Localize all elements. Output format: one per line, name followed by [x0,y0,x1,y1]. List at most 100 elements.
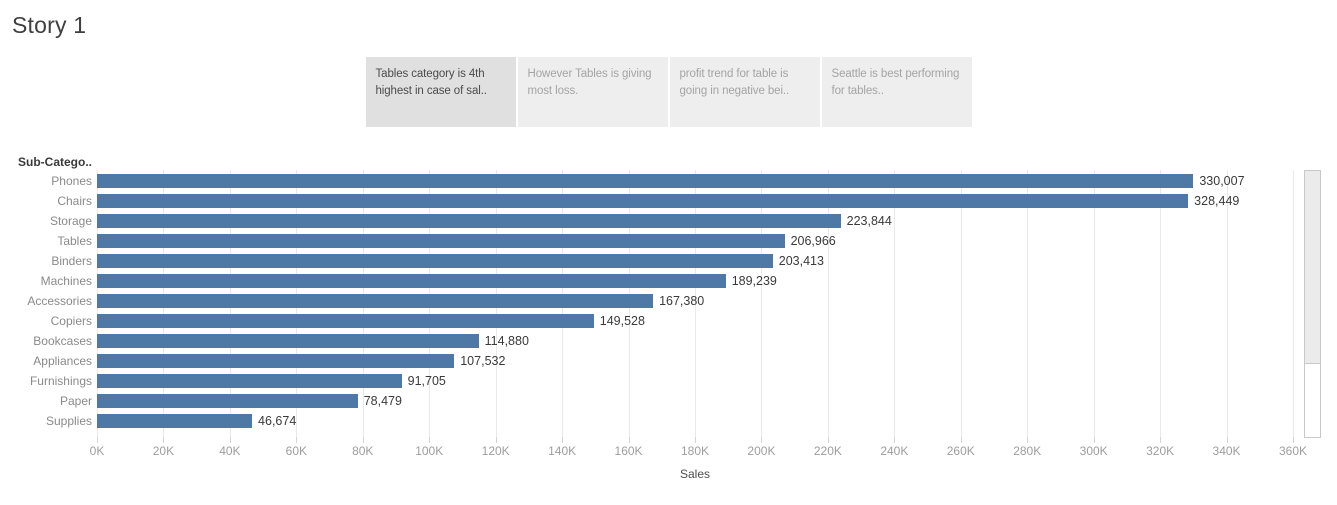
tick-mark [362,437,364,443]
tick-mark [1226,437,1228,443]
category-label-accessories[interactable]: Accessories [27,294,92,308]
tick-mark [429,437,431,443]
bar-value-label: 328,449 [1194,194,1240,208]
tick-mark [894,437,896,443]
bar-copiers[interactable] [97,314,594,328]
bar-value-label: 91,705 [407,374,446,388]
category-label-phones[interactable]: Phones [51,174,92,188]
category-label-copiers[interactable]: Copiers [50,314,92,328]
bar-value-label: 78,479 [363,394,402,408]
x-tick-label: 340K [1212,444,1241,458]
x-tick-label: 180K [680,444,710,458]
gridline [960,170,962,437]
tick-mark [1160,437,1162,443]
bar-value-label: 206,966 [790,234,836,248]
tick-mark [229,437,231,443]
story-point-caption-4[interactable]: Seattle is best performing for tables.. [821,57,972,127]
tick-mark [296,437,298,443]
bar-storage[interactable] [97,214,841,228]
tick-mark [827,437,829,443]
bar-value-label: 46,674 [258,414,297,428]
bar-value-label: 223,844 [846,214,892,228]
gridline [1226,170,1228,437]
bar-accessories[interactable] [97,294,654,308]
category-label-appliances[interactable]: Appliances [33,354,92,368]
x-tick-label: 0K [89,444,105,458]
category-label-furnishings[interactable]: Furnishings [29,374,92,388]
bar-value-label: 330,007 [1199,174,1245,188]
gridline [1093,170,1095,437]
bar-binders[interactable] [97,254,773,268]
bar-furnishings[interactable] [97,374,402,388]
category-label-chairs[interactable]: Chairs [57,194,92,208]
gridline [761,170,763,437]
bar-value-label: 107,532 [460,354,506,368]
gridline [1160,170,1162,437]
bar-paper[interactable] [97,394,358,408]
category-label-paper[interactable]: Paper [59,394,92,408]
bar-appliances[interactable] [97,354,455,368]
x-axis-tick-labels: 0K 20K 40K 60K 80K 100K 120K 140K 160K 180K 200K 22… [90,444,1307,458]
category-axis: Phones Chairs Storage Tables Binders Machines… [0,170,92,437]
x-tick-label: 200K [747,444,776,458]
x-tick-label: 140K [548,444,577,458]
story-point-caption-2[interactable]: However Tables is giving most loss. [517,57,668,127]
x-tick-label: 60K [285,444,308,458]
tick-mark [1027,437,1029,443]
x-tick-label: 80K [352,444,374,458]
vertical-scrollbar[interactable] [1304,170,1321,438]
x-tick-label: 240K [880,444,909,458]
story-point-navigator: Tables category is 4th highest in case o… [0,57,1337,127]
gridline [894,170,896,437]
tick-mark [761,437,763,443]
row-axis-header: Sub-Catego.. [18,155,92,169]
category-label-supplies[interactable]: Supplies [45,414,92,428]
bar-value-label: 203,413 [778,254,824,268]
bar-value-label: 189,239 [731,274,777,288]
tick-mark [1293,437,1294,443]
x-tick-label: 300K [1079,444,1108,458]
x-tick-label: 120K [481,444,510,458]
x-tick-label: 20K [152,444,175,458]
gridline [827,170,829,437]
bar-value-label: 114,880 [484,334,529,348]
bar-bookcases[interactable] [97,334,479,348]
category-label-storage[interactable]: Storage [49,214,92,228]
tick-mark [628,437,630,443]
tick-mark [562,437,564,443]
category-label-binders[interactable]: Binders [51,254,92,268]
tick-mark [695,437,696,443]
x-axis-ticks [97,437,1294,443]
x-tick-label: 260K [946,444,975,458]
tick-mark [960,437,962,443]
tick-mark [1093,437,1095,443]
bar-supplies[interactable] [97,414,253,428]
category-label-machines[interactable]: Machines [40,274,92,288]
gridline [1027,170,1029,437]
x-axis-title: Sales [679,467,711,481]
x-tick-label: 100K [415,444,444,458]
plot-area: 330,007 328,449 223,844 206,966 203,413 189,2… [97,170,1294,437]
story-title: Story 1 [12,12,87,38]
story-point-caption-3[interactable]: profit trend for table is going in negat… [669,57,820,127]
bar-phones[interactable] [97,174,1194,188]
x-tick-label: 160K [614,444,643,458]
scrollbar-thumb[interactable] [1305,171,1320,364]
story-point-caption-1[interactable]: Tables category is 4th highest in case o… [365,57,516,127]
bar-value-label: 167,380 [659,294,705,308]
category-label-bookcases[interactable]: Bookcases [33,334,92,348]
bar-tables[interactable] [97,234,785,248]
gridline [1293,170,1294,437]
tick-mark [97,437,98,443]
x-tick-label: 220K [813,444,842,458]
tick-mark [163,437,165,443]
x-tick-label: 40K [219,444,241,458]
category-label-tables[interactable]: Tables [57,234,92,248]
x-tick-label: 320K [1146,444,1175,458]
bar-value-label: 149,528 [599,314,645,328]
bar-chairs[interactable] [97,194,1189,208]
bar-machines[interactable] [97,274,726,288]
x-tick-label: 280K [1013,444,1042,458]
tick-mark [495,437,497,443]
